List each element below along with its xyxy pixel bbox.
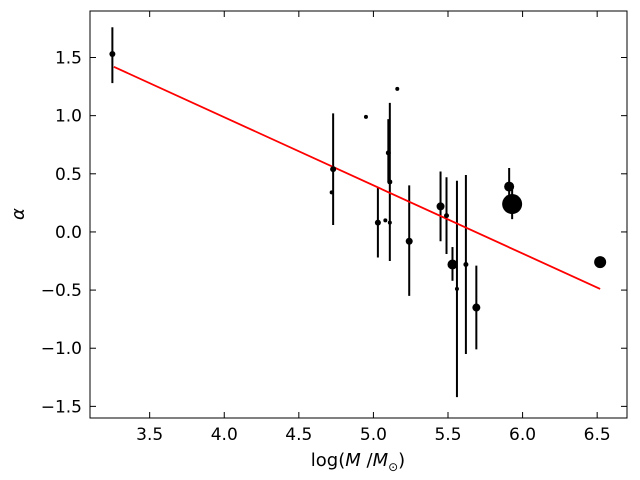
data-point [387,220,392,225]
y-tick-label: 0.0 [55,223,82,243]
data-point [463,262,469,268]
data-layer [109,27,607,398]
data-point [109,51,116,58]
data-point [436,202,445,211]
x-tick-label: 5.0 [360,425,387,445]
y-tick-label: 1.0 [55,107,82,127]
fit-line [113,65,601,290]
tick-layer: 3.5 4.0 4.5 5.0 5.5 6.0 6.5 −1.5 −1.0 −0.5 0.0 0.5 1… [41,11,627,445]
x-tick-label: 4.5 [285,425,312,445]
data-point [330,166,337,173]
data-point [447,259,458,270]
data-point [363,114,368,119]
y-tick-label: −1.5 [41,397,82,417]
data-point [374,219,381,226]
x-tick-label: 5.5 [434,425,461,445]
data-point [329,190,334,195]
data-point [395,86,400,91]
data-point [383,218,388,223]
y-axis-label: α [8,208,29,220]
data-point [502,194,523,215]
data-point [594,256,607,269]
y-tick-label: −0.5 [41,281,82,301]
y-tick-label: −1.0 [41,339,82,359]
data-point [504,181,515,192]
y-tick-label: 0.5 [55,165,82,185]
data-point [444,213,450,219]
y-tick-label: 1.5 [55,49,82,69]
data-point [387,179,393,185]
x-axis-label: log(M /M⊙) [311,450,405,474]
plot-frame [89,10,628,419]
data-point [405,237,413,245]
data-point [472,303,481,312]
x-tick-label: 6.5 [584,425,611,445]
data-point [385,150,391,156]
x-tick-label: 3.5 [136,425,163,445]
x-tick-label: 6.0 [509,425,536,445]
x-tick-label: 4.0 [211,425,238,445]
data-point [454,286,459,291]
